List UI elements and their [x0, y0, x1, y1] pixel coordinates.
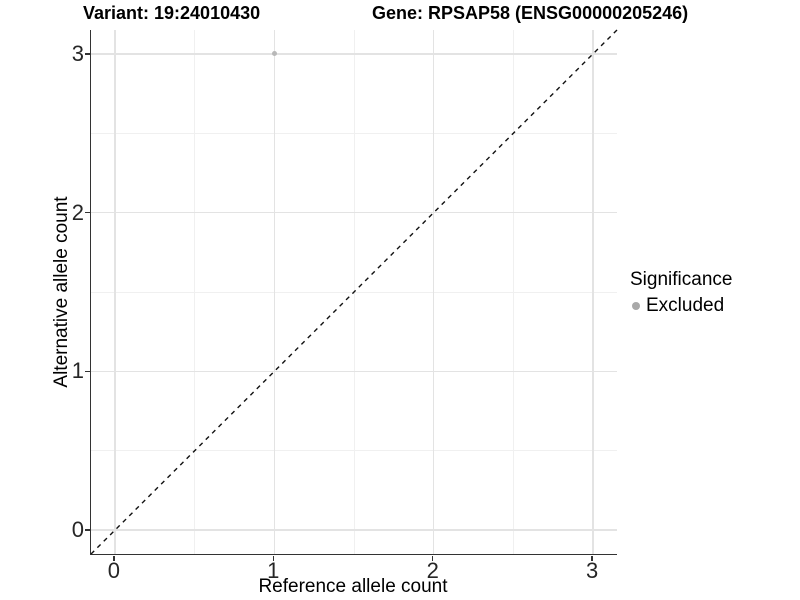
y-tick-mark — [85, 211, 90, 214]
gridline-y-major — [91, 529, 617, 531]
x-tick-mark — [431, 555, 434, 561]
y-tick-mark — [85, 529, 90, 531]
legend-item-label: Excluded — [646, 294, 725, 316]
data-point — [271, 51, 277, 57]
y-tick-label: 2 — [71, 199, 84, 225]
gridline-y-major — [91, 53, 617, 55]
y-tick-mark — [85, 53, 90, 55]
gridline-y-major — [91, 211, 617, 214]
gridline-y-major — [91, 370, 617, 373]
y-tick-mark — [85, 370, 90, 373]
legend-title: Significance — [630, 269, 733, 290]
gridline-x-major — [592, 30, 594, 554]
x-axis-title: Reference allele count — [258, 576, 448, 597]
chart-title-gene: Gene: RPSAP58 (ENSG00000205246) — [372, 3, 689, 23]
x-tick-label: 2 — [426, 558, 439, 583]
x-tick-mark — [591, 555, 593, 561]
x-tick-label: 3 — [585, 558, 599, 583]
plot-panel — [90, 29, 618, 555]
gridline-x-major — [114, 30, 116, 554]
gridline-y-minor — [91, 450, 617, 452]
gridline-x-major — [273, 30, 276, 554]
identity-dashed-line — [90, 29, 618, 555]
y-tick-label: 1 — [71, 358, 84, 384]
gridline-y-minor — [91, 132, 617, 134]
y-axis-title: Alternative allele count — [51, 196, 72, 388]
x-tick-label: 0 — [107, 558, 121, 583]
legend-key-dot — [632, 302, 640, 311]
chart-title-variant: Variant: 19:24010430 — [83, 3, 261, 23]
x-tick-label: 1 — [267, 558, 280, 583]
y-tick-label: 0 — [71, 517, 84, 543]
legend-item: Excluded — [630, 295, 732, 318]
legend: Significance Excluded — [630, 268, 732, 318]
gridline-x-major — [432, 30, 435, 554]
y-tick-label: 3 — [71, 40, 84, 66]
x-tick-mark — [272, 555, 275, 561]
legend-items: Excluded — [630, 295, 732, 318]
x-tick-mark — [113, 555, 115, 561]
